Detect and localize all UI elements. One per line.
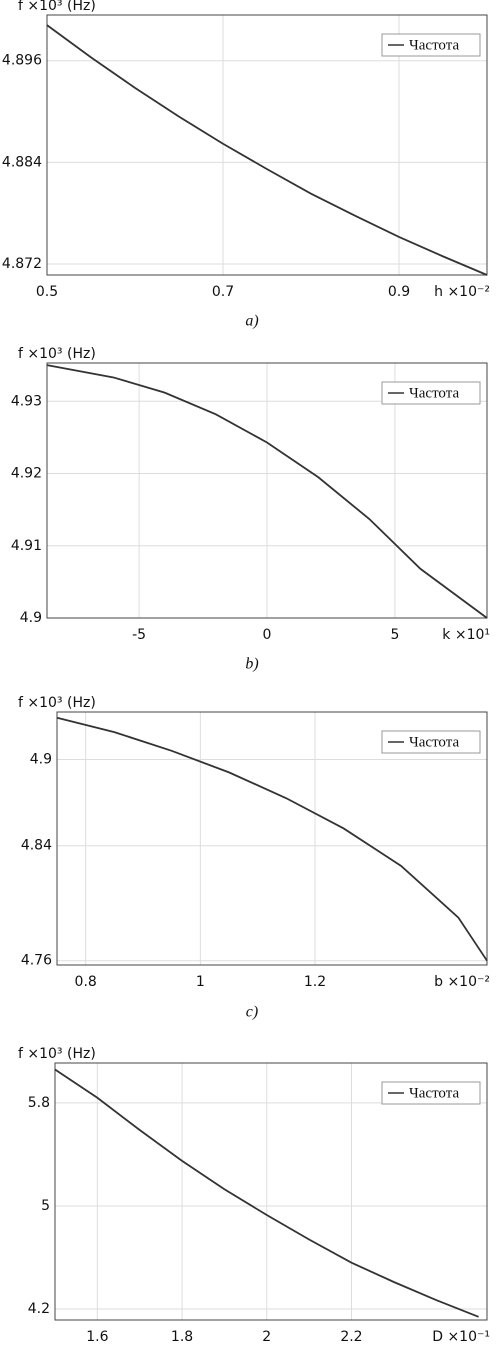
y-tick-label: 4.9 [20,610,42,626]
caption: c) [246,1004,258,1021]
y-axis-label: f ×10³ (Hz) [18,0,96,14]
legend-box [381,381,481,405]
legend-label: Частота [409,734,459,750]
y-tick-label: 4.76 [21,953,52,969]
x-tick-label: 5 [390,627,399,643]
caption: b) [245,656,258,673]
y-tick-label: 4.896 [2,53,42,69]
plot-frame [46,14,488,276]
plot-frame [54,1062,488,1321]
x-axis-label: b ×10⁻² [434,974,490,990]
x-tick-label: 0.7 [212,284,234,300]
y-tick-label: 4.872 [2,256,42,272]
data-line [46,364,488,619]
y-tick-label: 4.92 [11,466,42,482]
legend-label: Частота [409,37,459,53]
y-axis-label: f ×10³ (Hz) [18,1046,96,1062]
y-tick-label: 4.9 [30,751,52,767]
x-tick-label: 0.9 [388,284,410,300]
x-tick-label: 0 [263,627,272,643]
x-tick-label: -5 [132,627,146,643]
x-tick-label: 1.6 [86,1329,108,1345]
y-tick-label: 4.84 [21,838,52,854]
plot-frame [56,711,488,966]
data-line [56,716,488,962]
x-tick-label: 1 [196,974,205,990]
y-tick-label: 4.2 [28,1301,50,1317]
y-axis-label: f ×10³ (Hz) [18,346,96,362]
y-tick-label: 5 [41,1198,50,1214]
x-tick-label: 2.2 [340,1329,362,1345]
legend-label: Частота [409,385,459,401]
x-axis-label: k ×10¹ [442,627,490,643]
x-tick-label: 0.8 [75,974,97,990]
y-tick-label: 5.8 [28,1095,50,1111]
data-line [54,1068,479,1318]
legend-box [381,730,481,754]
legend-box [381,1081,481,1105]
y-tick-label: 4.93 [11,393,42,409]
x-tick-label: 1.2 [304,974,326,990]
caption: a) [245,313,258,330]
x-tick-label: 0.5 [36,284,58,300]
x-tick-label: 2 [262,1329,271,1345]
legend-label: Частота [409,1085,459,1101]
y-tick-label: 4.884 [2,154,42,170]
x-axis-label: D ×10⁻¹ [432,1329,490,1345]
data-line [46,24,488,276]
x-axis-label: h ×10⁻² [434,284,490,300]
y-axis-label: f ×10³ (Hz) [18,695,96,711]
y-tick-label: 4.91 [11,538,42,554]
x-tick-label: 1.8 [171,1329,193,1345]
legend-box [381,33,481,57]
plot-frame [46,362,488,619]
